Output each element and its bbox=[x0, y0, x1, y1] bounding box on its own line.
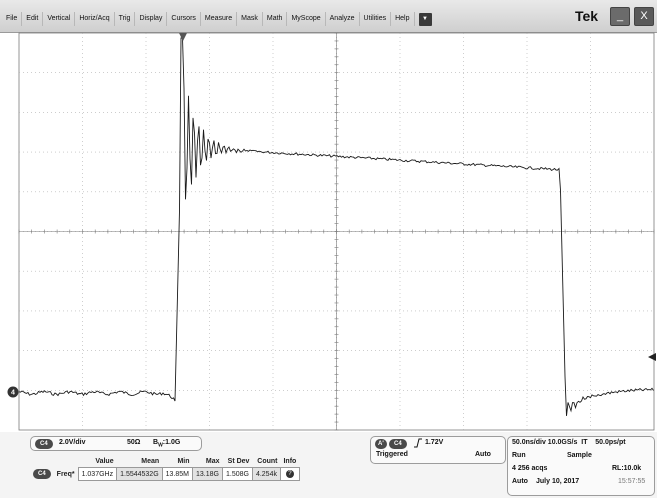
channel-impedance: 50Ω bbox=[127, 439, 141, 446]
horizontal-settings: 50.0ns/div 10.0GS/s IT 50.0ps/pt bbox=[512, 439, 626, 446]
header-value: Value bbox=[95, 458, 114, 465]
header-min: Min bbox=[177, 458, 190, 465]
waveform-trace bbox=[18, 37, 654, 416]
menu-vertical[interactable]: Vertical bbox=[43, 12, 76, 26]
graticule-grid bbox=[18, 32, 655, 431]
measurement-min: 13.85M bbox=[161, 467, 194, 481]
channel-ground-marker[interactable]: 4 bbox=[7, 386, 19, 398]
svg-text:4: 4 bbox=[11, 390, 15, 397]
menu-display[interactable]: Display bbox=[135, 12, 168, 26]
trigger-level-icon bbox=[648, 353, 656, 361]
menu-math[interactable]: Math bbox=[263, 12, 288, 26]
status-area: C4 2.0V/div 50Ω BW:1.0G Value Mean Min M… bbox=[0, 432, 657, 498]
channel-badge: C4 bbox=[35, 439, 53, 449]
menu-myscope[interactable]: MyScope bbox=[287, 12, 326, 26]
minimize-button[interactable]: _ bbox=[610, 7, 630, 26]
menu-trig[interactable]: Trig bbox=[115, 12, 136, 26]
trigger-level: 1.72V bbox=[425, 439, 444, 446]
header-stdev: St Dev bbox=[227, 458, 250, 465]
measurement-mean: 1.5544532G bbox=[116, 467, 163, 481]
measurement-source-badge: C4 bbox=[33, 469, 51, 479]
channel-scale: 2.0V/div bbox=[59, 439, 86, 446]
trigger-mode: Auto bbox=[475, 451, 491, 458]
menu-analyze[interactable]: Analyze bbox=[326, 12, 360, 26]
menu-horiz-acq[interactable]: Horiz/Acq bbox=[75, 12, 115, 26]
acquisition-readout[interactable]: 50.0ns/div 10.0GS/s IT 50.0ps/pt Run Sam… bbox=[507, 436, 655, 496]
measurement-stdev: 1.508G bbox=[221, 467, 253, 481]
menu-bar: File Edit Vertical Horiz/Acq Trig Displa… bbox=[0, 0, 657, 33]
trigger-state: Triggered bbox=[376, 451, 408, 458]
menu-edit[interactable]: Edit bbox=[22, 12, 44, 26]
measurement-row[interactable]: C4 Freq* 1.037GHz 1.5544532G 13.85M 13.1… bbox=[30, 467, 300, 481]
measurement-table: Value Mean Min Max St Dev Count Info C4 … bbox=[30, 456, 300, 481]
measurement-info[interactable]: ? bbox=[279, 467, 300, 481]
header-info: Info bbox=[283, 458, 297, 465]
menu-utilities[interactable]: Utilities bbox=[360, 12, 392, 26]
menu-mask[interactable]: Mask bbox=[237, 12, 263, 26]
waveform-display[interactable]: 4 bbox=[0, 32, 657, 432]
header-count: Count bbox=[257, 458, 278, 465]
menu-help[interactable]: Help bbox=[391, 12, 415, 26]
measurement-value: 1.037GHz bbox=[77, 467, 118, 481]
record-length: RL:10.0k bbox=[612, 465, 642, 472]
acquisition-count: 4 256 acqs bbox=[512, 465, 548, 472]
trigger-position-icon bbox=[179, 33, 187, 41]
time-readout: 15:57:55 bbox=[618, 478, 646, 485]
measurement-header-row: Value Mean Min Max St Dev Count Info bbox=[30, 456, 299, 468]
run-state: Run bbox=[512, 452, 526, 459]
measurement-label: Freq* bbox=[56, 470, 75, 478]
header-max: Max bbox=[205, 458, 220, 465]
channel-readout[interactable]: C4 2.0V/div 50Ω BW:1.0G bbox=[30, 436, 202, 451]
date-readout: July 10, 2017 bbox=[536, 478, 580, 485]
header-mean: Mean bbox=[141, 458, 160, 465]
close-button[interactable]: X bbox=[634, 7, 654, 26]
menu-measure[interactable]: Measure bbox=[201, 12, 238, 26]
auto-label: Auto bbox=[512, 478, 528, 485]
brand-logo: Tek bbox=[575, 8, 599, 24]
channel-bandwidth: BW:1.0G bbox=[153, 439, 181, 449]
trigger-source-badge: A' bbox=[375, 439, 387, 449]
question-icon[interactable]: ? bbox=[285, 470, 294, 478]
caret-down-icon[interactable]: ▼ bbox=[418, 12, 432, 26]
rising-edge-icon bbox=[414, 438, 422, 448]
measurement-count: 4.254k bbox=[251, 467, 281, 481]
sample-mode: Sample bbox=[567, 452, 592, 459]
menu-cursors[interactable]: Cursors bbox=[167, 12, 201, 26]
trigger-readout[interactable]: A' C4 1.72V Triggered Auto bbox=[370, 436, 506, 464]
measurement-max: 13.18G bbox=[192, 467, 223, 481]
menu-file[interactable]: File bbox=[2, 12, 23, 26]
menu-items: File Edit Vertical Horiz/Acq Trig Displa… bbox=[2, 11, 432, 27]
trigger-channel-badge: C4 bbox=[389, 439, 407, 449]
